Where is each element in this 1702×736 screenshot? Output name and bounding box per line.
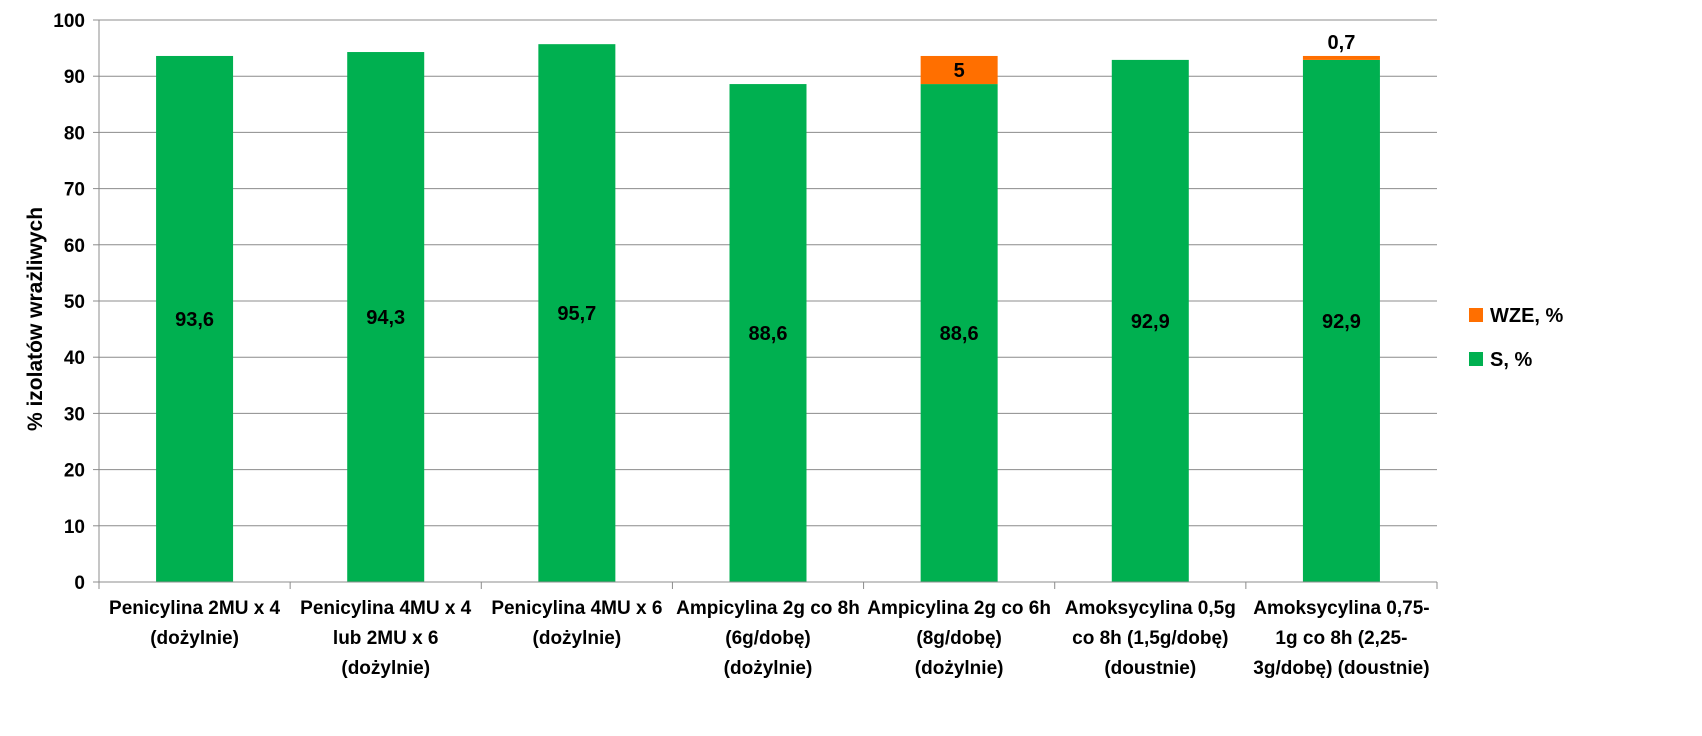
x-category-label: (dożylnie) — [341, 658, 430, 679]
x-category-label: co 8h (1,5g/dobę) — [1072, 628, 1228, 649]
x-category-label: (6g/dobę) — [725, 628, 811, 649]
data-label-wze: 0,7 — [1328, 32, 1356, 54]
y-tick-label: 40 — [64, 348, 85, 369]
x-category-label: Ampicylina 2g co 6h — [867, 598, 1051, 619]
y-axis-title: % izolatów wrażliwych — [24, 207, 47, 431]
data-label-s: 92,9 — [1322, 311, 1361, 333]
y-tick-label: 50 — [64, 292, 85, 313]
y-tick-label: 80 — [64, 123, 85, 144]
bar-s — [347, 52, 425, 583]
y-tick-label: 60 — [64, 236, 85, 257]
data-label-s: 88,6 — [749, 323, 788, 345]
data-label-s: 88,6 — [940, 323, 979, 345]
bar-s — [1302, 59, 1380, 583]
x-category-label: (doustnie) — [1104, 658, 1196, 679]
x-category-label: Amoksycylina 0,5g — [1065, 598, 1236, 619]
x-category-label: (dożylnie) — [533, 628, 622, 649]
bar-s — [1111, 59, 1189, 583]
legend-swatch — [1469, 308, 1483, 322]
y-tick-label: 70 — [64, 180, 85, 201]
x-category-label: lub 2MU x 6 — [333, 628, 439, 649]
data-label-s: 95,7 — [557, 303, 596, 325]
x-category-label: 1g co 8h (2,25- — [1275, 628, 1407, 649]
x-category-label: Penicylina 2MU x 4 — [109, 598, 281, 619]
y-tick-label: 30 — [64, 404, 85, 425]
x-category-label: 3g/dobę) (doustnie) — [1253, 658, 1429, 679]
x-category-label: Penicylina 4MU x 4 — [300, 598, 472, 619]
legend-swatch — [1469, 352, 1483, 366]
y-tick-label: 20 — [64, 461, 85, 482]
x-category-label: Ampicylina 2g co 8h — [676, 598, 860, 619]
legend-label: WZE, % — [1490, 305, 1564, 327]
y-tick-label: 10 — [64, 517, 85, 538]
y-tick-label: 90 — [64, 67, 85, 88]
bar-wze — [1302, 55, 1380, 60]
y-tick-label: 100 — [53, 11, 85, 32]
bar-s — [156, 55, 234, 582]
x-category-label: (dożylnie) — [915, 658, 1004, 679]
bar-s — [729, 84, 807, 583]
x-category-label: (dożylnie) — [150, 628, 239, 649]
data-label-s: 94,3 — [366, 307, 405, 329]
data-label-s: 92,9 — [1131, 311, 1170, 333]
x-category-label: Amoksycylina 0,75- — [1253, 598, 1429, 619]
bar-wze — [920, 55, 998, 85]
x-category-label: Penicylina 4MU x 6 — [491, 598, 662, 619]
legend-label: S, % — [1490, 349, 1532, 371]
data-label-wze: 5 — [954, 60, 965, 82]
bar-s — [538, 44, 616, 582]
y-tick-label: 0 — [74, 573, 85, 594]
data-label-s: 93,6 — [175, 309, 214, 331]
x-category-label: (8g/dobę) — [916, 628, 1002, 649]
bar-s — [920, 84, 998, 583]
x-category-label: (dożylnie) — [724, 658, 813, 679]
